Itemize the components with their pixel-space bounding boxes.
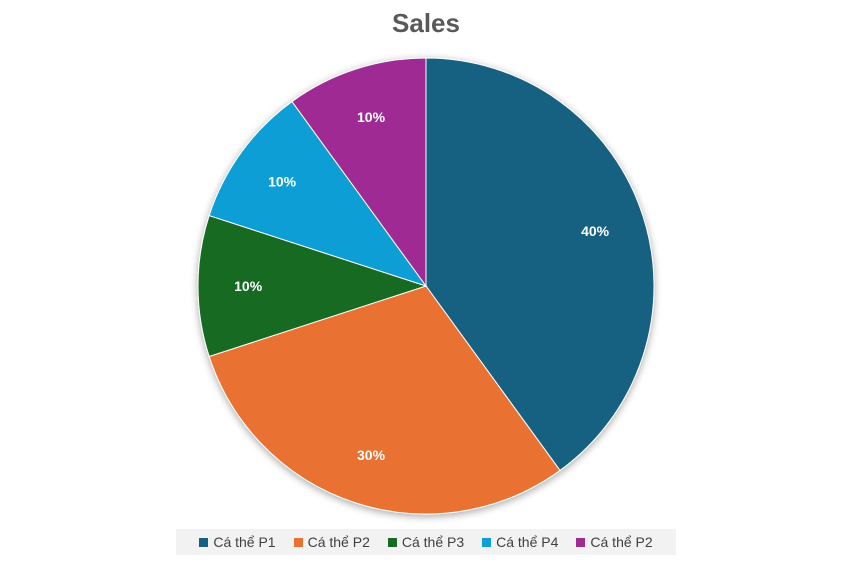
legend-item-4: Cá thể P4 (482, 534, 558, 550)
legend-label-4: Cá thể P4 (496, 534, 559, 550)
slice-label-5: 10% (357, 109, 386, 125)
legend-label-1: Cá thể P1 (213, 534, 276, 550)
chart-title: Sales (392, 8, 460, 38)
legend-swatch-3 (387, 537, 397, 547)
legend-swatch-2 (293, 537, 303, 547)
legend-item-1: Cá thể P1 (199, 534, 276, 550)
slice-label-4: 10% (268, 173, 297, 189)
legend-label-2: Cá thể P2 (307, 534, 370, 550)
legend-item-3: Cá thể P3 (387, 534, 465, 550)
pie-slice-3 (197, 214, 428, 358)
legend-swatch-1 (199, 537, 209, 547)
slice-label-3: 10% (234, 278, 263, 294)
pie-slice-1 (425, 57, 655, 472)
legend-swatch-5 (576, 537, 586, 547)
legend-label-5: Cá thể P2 (590, 534, 653, 550)
legend-label-3: Cá thể P3 (401, 534, 465, 550)
slice-label-2: 30% (357, 447, 386, 463)
legend-item-2: Cá thể P2 (293, 534, 370, 550)
pie-slice-5 (291, 57, 427, 288)
legend-item-5: Cá thể P2 (576, 534, 653, 550)
legend: Cá thể P1 Cá thể P2 Cá thể P3 Cá thể P4 Cá t… (176, 529, 676, 555)
slice-label-1: 40% (581, 223, 610, 239)
legend-swatch-4 (482, 537, 492, 547)
pie-slice-4 (208, 100, 428, 287)
pie-slice-2 (208, 285, 561, 515)
